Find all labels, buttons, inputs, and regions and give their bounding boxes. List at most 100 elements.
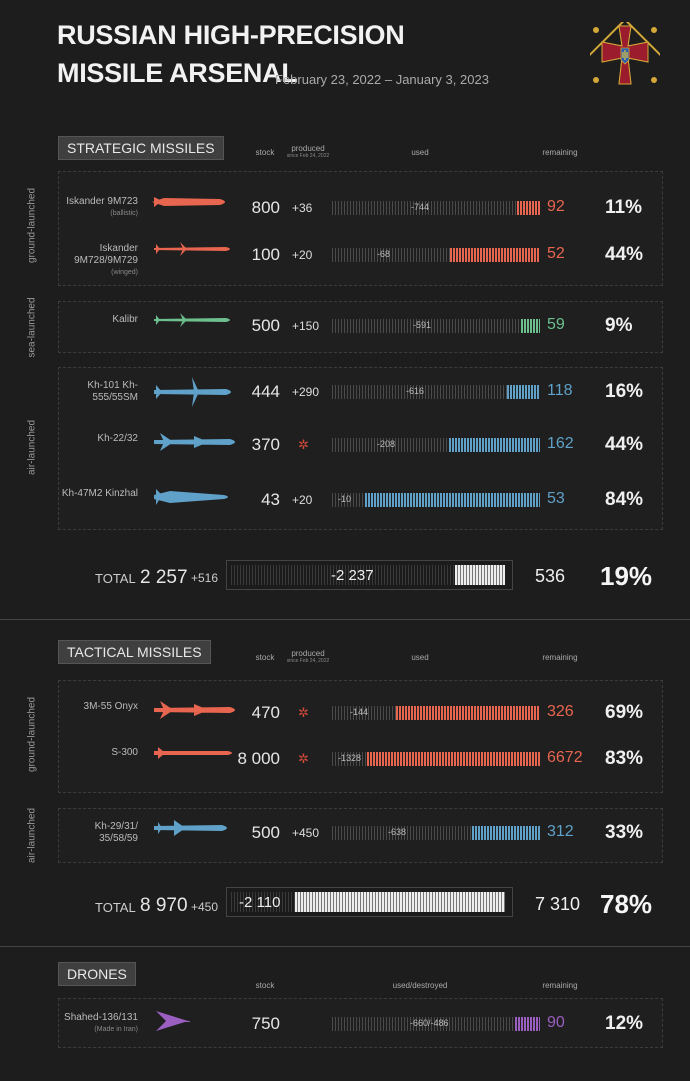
row-name: Shahed-136/131 (Made in Iran) xyxy=(60,1012,138,1036)
row-pct: 9% xyxy=(605,315,633,336)
strategic-total-remaining: 536 xyxy=(535,566,566,586)
row-name-sub: (ballistic) xyxy=(110,210,138,217)
row-remaining: 52 xyxy=(547,245,565,262)
row-bar: -744 xyxy=(332,201,540,215)
anti-ship-missile-icon xyxy=(154,433,235,451)
row-name-text: Kh-29/31/ 35/58/59 xyxy=(94,821,138,844)
group-label-ground-2: ground-launched xyxy=(26,696,38,773)
row-stock: 800 xyxy=(251,198,280,217)
row-remaining-fill xyxy=(367,752,540,766)
row-used: -660/-486 xyxy=(410,1018,449,1028)
row-remaining: 312 xyxy=(547,823,574,840)
row-remaining-fill xyxy=(449,438,540,452)
date-range: February 23, 2022 – January 3, 2023 xyxy=(275,72,489,87)
row-produced-unknown-icon: ✲ xyxy=(298,751,309,766)
ballistic-missile-icon xyxy=(152,197,225,207)
row-stock: 8 000 xyxy=(237,749,280,768)
row-bar: -616 xyxy=(332,385,540,399)
row-used-fill xyxy=(332,706,396,720)
title-line-2: MISSILE ARSENAL xyxy=(57,58,298,88)
cruise-missile-icon xyxy=(154,313,230,327)
col-header-remaining: remaining xyxy=(542,148,578,157)
row-icon xyxy=(150,240,242,270)
row-produced: +20 xyxy=(292,248,313,262)
row-name-sub: (winged) xyxy=(111,269,138,276)
row-icon xyxy=(150,744,242,774)
row-produced-unknown-icon: ✲ xyxy=(298,705,309,720)
row-remaining-fill xyxy=(472,826,540,840)
row-name: Kh-22/32 xyxy=(60,433,138,445)
row-used-fill xyxy=(332,319,521,333)
row-used-fill xyxy=(332,385,507,399)
row-used-fill xyxy=(332,493,365,507)
drones-label: DRONES xyxy=(58,962,136,986)
row-remaining-fill xyxy=(365,493,540,507)
tactical-missiles-label: TACTICAL MISSILES xyxy=(58,640,211,664)
strategic-total-label: TOTAL xyxy=(95,571,136,586)
row-produced-unknown-icon: ✲ xyxy=(298,437,309,452)
row-icon xyxy=(150,193,242,223)
sam-missile-icon xyxy=(154,747,232,759)
strategic-total-produced: +516 xyxy=(191,571,219,585)
anti-ship-missile-icon xyxy=(154,701,235,719)
air-launched-cruise-missile-icon xyxy=(154,377,231,407)
ukraine-armed-forces-cross-emblem-icon xyxy=(590,22,660,85)
row-remaining: 90 xyxy=(547,1014,565,1031)
row-name-text: S-300 xyxy=(111,747,138,758)
row-name-text: Iskander 9M723 xyxy=(66,196,138,207)
row-used: -208 xyxy=(377,439,396,449)
row-remaining: 326 xyxy=(547,703,574,720)
row-stock: 43 xyxy=(261,490,280,509)
row-name: 3M-55 Onyx xyxy=(60,701,138,713)
tactical-total-used: -2 110 xyxy=(239,894,281,911)
col-header-used: used xyxy=(411,148,429,157)
strategic-ground-group xyxy=(58,171,663,286)
row-remaining: 92 xyxy=(547,198,565,215)
col-header-remaining-2: remaining xyxy=(542,653,578,662)
group-label-air-2: air-launched xyxy=(26,807,38,864)
row-produced: +290 xyxy=(292,385,320,399)
row-name: Kalibr xyxy=(60,314,138,326)
col-header-remaining-3: remaining xyxy=(542,981,578,990)
row-bar: -144 xyxy=(332,706,540,720)
strategic-total-bar: -2 237 xyxy=(226,560,513,590)
strategic-total-remaining-fill xyxy=(455,565,505,585)
group-label-sea: sea-launched xyxy=(26,297,38,358)
row-name-text: 3M-55 Onyx xyxy=(83,701,138,712)
row-used: -744 xyxy=(411,202,430,212)
row-used-fill xyxy=(332,1017,515,1031)
row-pct: 44% xyxy=(605,434,644,455)
row-remaining: 59 xyxy=(547,316,565,333)
row-name-text: Shahed-136/131 xyxy=(64,1012,138,1023)
col-header-stock: stock xyxy=(255,148,275,157)
row-used-fill xyxy=(332,248,450,262)
row-name: Iskander 9M728/9M729 (winged) xyxy=(60,243,138,279)
row-bar: -208 xyxy=(332,438,540,452)
row-icon xyxy=(150,818,242,848)
row-produced: +36 xyxy=(292,201,313,215)
tactical-total-stock: 8 970 xyxy=(140,895,188,916)
row-name-text: Kh-22/32 xyxy=(97,433,138,444)
row-name: Kh-47M2 Kinzhal xyxy=(60,488,138,500)
row-name-text: Iskander 9M728/9M729 xyxy=(74,243,138,266)
strategic-total-stock: 2 257 xyxy=(140,567,188,588)
row-remaining-fill xyxy=(396,706,540,720)
row-icon xyxy=(150,377,242,407)
row-bar: -660/-486 xyxy=(332,1017,540,1031)
row-name-text: Kh-47M2 Kinzhal xyxy=(61,488,138,499)
row-stock: 500 xyxy=(251,823,280,842)
row-name: Kh-29/31/ 35/58/59 xyxy=(60,821,138,845)
tactical-total-produced: +450 xyxy=(191,900,219,914)
row-name-sub: (Made in Iran) xyxy=(94,1026,138,1033)
group-label-ground: ground-launched xyxy=(26,187,38,264)
row-used: -616 xyxy=(406,386,425,396)
row-remaining: 6672 xyxy=(547,749,583,766)
col-header-stock-3: stock xyxy=(255,981,275,990)
row-stock: 100 xyxy=(251,245,280,264)
row-remaining-fill xyxy=(515,1017,540,1031)
col-header-used-destroyed: used/destroyed xyxy=(392,981,448,990)
row-pct: 16% xyxy=(605,381,644,402)
row-used-fill xyxy=(332,752,367,766)
tactical-total-bar: -2 110 xyxy=(226,887,513,917)
row-icon xyxy=(150,1009,242,1039)
